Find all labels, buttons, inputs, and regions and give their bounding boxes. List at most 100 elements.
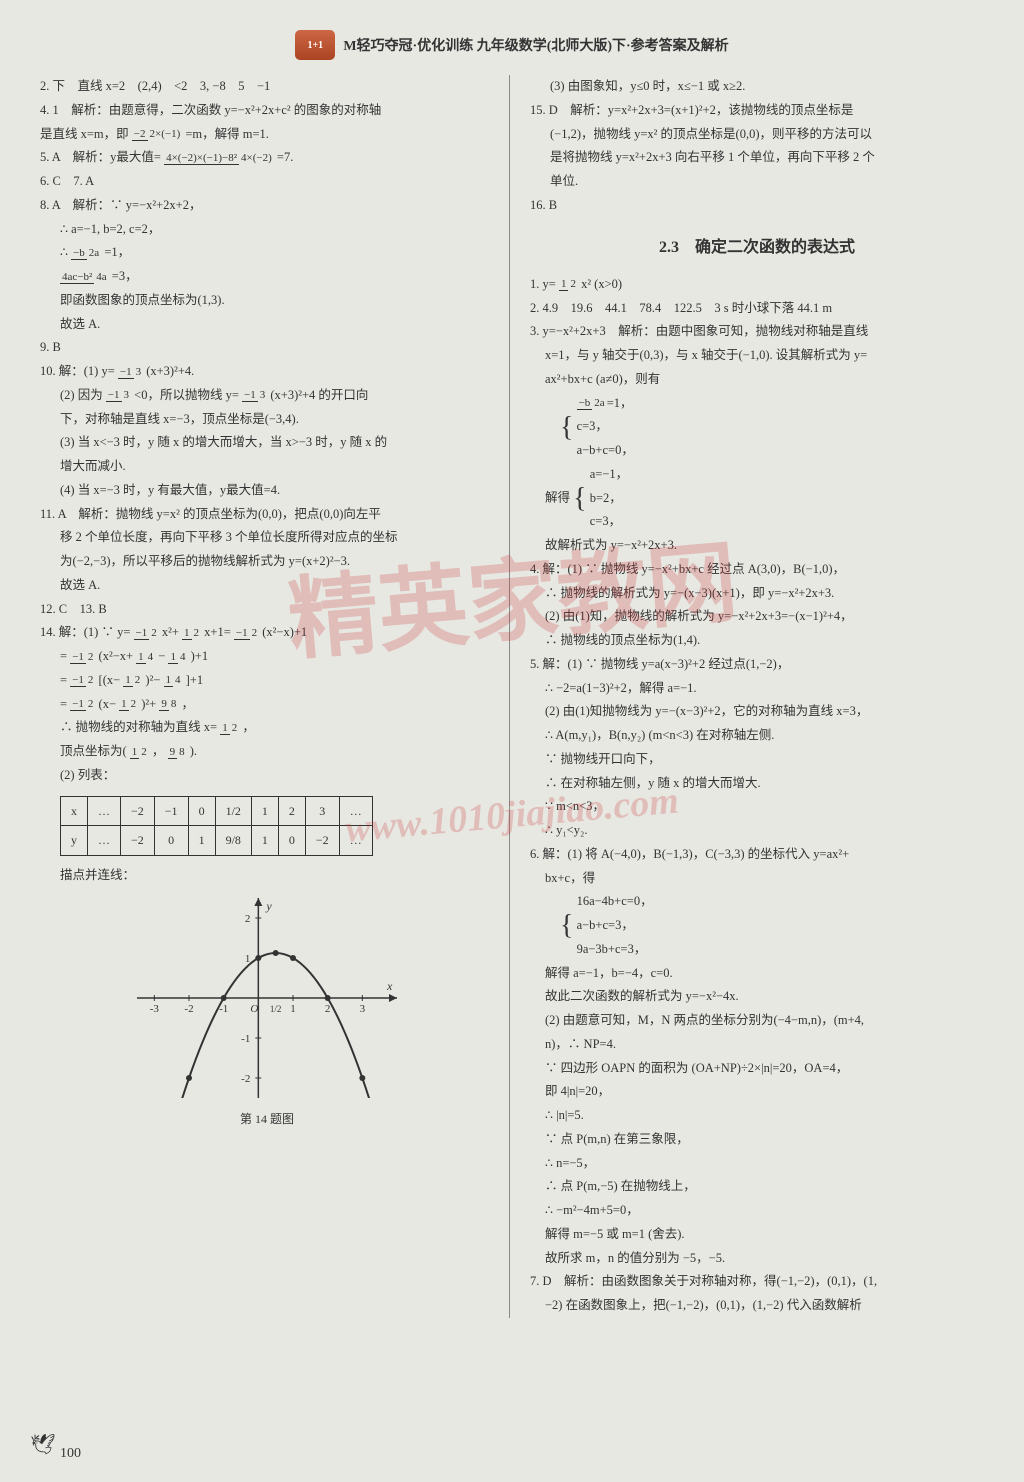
text-line: ∴ −b2a =1， bbox=[40, 241, 494, 265]
text-line: (2) 列表： bbox=[40, 764, 494, 788]
text-line: ∴ y₁<y₂. bbox=[530, 819, 984, 843]
text-line: (−1,2)，抛物线 y=x² 的顶点坐标是(0,0)，则平移的方法可以 bbox=[530, 123, 984, 147]
text-line: = −12 (x²−x+ 14 − 14 )+1 bbox=[40, 645, 494, 669]
text-line: −2) 在函数图象上，把(−1,−2)，(0,1)，(1,−2) 代入函数解析 bbox=[530, 1294, 984, 1318]
text-line: ax²+bx+c (a≠0)，则有 bbox=[530, 368, 984, 392]
text-line: 14. 解：(1) ∵ y= −12 x²+ 12 x+1= −12 (x²−x… bbox=[40, 621, 494, 645]
text-line: 解得 m=−5 或 m=1 (舍去). bbox=[530, 1223, 984, 1247]
text-line: (2) 由(1)知抛物线为 y=−(x−3)²+2，它的对称轴为直线 x=3， bbox=[530, 700, 984, 724]
text-line: 下，对称轴是直线 x=−3，顶点坐标是(−3,4). bbox=[40, 408, 494, 432]
text-line: 描点并连线： bbox=[40, 864, 494, 888]
text-line: (2) 由(1)知，抛物线的解析式为 y=−x²+2x+3=−(x−1)²+4， bbox=[530, 605, 984, 629]
chart-caption: 第 14 题图 bbox=[40, 1108, 494, 1131]
text-line: 1. y= 12 x² (x>0) bbox=[530, 273, 984, 297]
text-line: 故所求 m，n 的值分别为 −5，−5. bbox=[530, 1247, 984, 1271]
text-line: 3. y=−x²+2x+3 解析：由题中图象可知，抛物线对称轴是直线 bbox=[530, 320, 984, 344]
text-line: 12. C 13. B bbox=[40, 598, 494, 622]
text-line: (2) 因为 −13 <0，所以抛物线 y= −13 (x+3)²+4 的开口向 bbox=[40, 384, 494, 408]
text-line: 是将抛物线 y=x²+2x+3 向右平移 1 个单位，再向下平移 2 个 bbox=[530, 146, 984, 170]
text-line: 10. 解：(1) y= −13 (x+3)²+4. bbox=[40, 360, 494, 384]
text-line: 2. 4.9 19.6 44.1 78.4 122.5 3 s 时小球下落 44… bbox=[530, 297, 984, 321]
svg-text:-2: -2 bbox=[184, 1003, 193, 1015]
text-line: ∵ m<n<3， bbox=[530, 795, 984, 819]
text-line: 4ac−b²4a =3， bbox=[40, 265, 494, 289]
text-line: (3) 由图象知，y≤0 时，x≤−1 或 x≥2. bbox=[530, 75, 984, 99]
svg-text:1/2: 1/2 bbox=[270, 1004, 282, 1014]
text-line: ∴ 抛物线的解析式为 y=−(x−3)(x+1)，即 y=−x²+2x+3. bbox=[530, 582, 984, 606]
text-line: 故选 A. bbox=[40, 313, 494, 337]
page-number: 100 bbox=[60, 1446, 81, 1462]
text-line: { 16a−4b+c=0， a−b+c=3， 9a−3b+c=3， bbox=[530, 890, 984, 961]
text-line: 11. A 解析：抛物线 y=x² 的顶点坐标为(0,0)，把点(0,0)向左平 bbox=[40, 503, 494, 527]
section-title: 2.3 确定二次函数的表达式 bbox=[530, 233, 984, 263]
text-line: 8. A 解析：∵ y=−x²+2x+2， bbox=[40, 194, 494, 218]
text-line: x=1，与 y 轴交于(0,3)，与 x 轴交于(−1,0). 设其解析式为 y… bbox=[530, 344, 984, 368]
svg-text:-1: -1 bbox=[241, 1033, 250, 1045]
text-line: ∴ 点 P(m,−5) 在抛物线上， bbox=[530, 1175, 984, 1199]
svg-text:y: y bbox=[265, 899, 272, 913]
text-line: 2. 下 直线 x=2 (2,4) <2 3, −8 5 −1 bbox=[40, 75, 494, 99]
svg-text:x: x bbox=[386, 979, 393, 993]
text-line: 5. A 解析：y最大值= 4×(−2)×(−1)−8²4×(−2) =7. bbox=[40, 146, 494, 170]
svg-text:1: 1 bbox=[290, 1003, 296, 1015]
text-line: 7. D 解析：由函数图象关于对称轴对称，得(−1,−2)，(0,1)，(1, bbox=[530, 1270, 984, 1294]
text-line: ∴ |n|=5. bbox=[530, 1104, 984, 1128]
right-column: (3) 由图象知，y≤0 时，x≤−1 或 x≥2. 15. D 解析：y=x²… bbox=[530, 75, 984, 1318]
text-line: ∴ 在对称轴左侧，y 随 x 的增大而增大. bbox=[530, 772, 984, 796]
text-line: ∴ n=−5， bbox=[530, 1152, 984, 1176]
data-table: x…−2−101/2123… y…−2019/810−2… bbox=[60, 796, 373, 857]
text-line: (3) 当 x<−3 时，y 随 x 的增大而增大，当 x>−3 时，y 随 x… bbox=[40, 431, 494, 455]
text-line: = −12 [(x− 12 )²− 14 ]+1 bbox=[40, 669, 494, 693]
text-line: 是直线 x=m，即 −22×(−1) =m，解得 m=1. bbox=[40, 123, 494, 147]
text-line: (4) 当 x=−3 时，y 有最大值，y最大值=4. bbox=[40, 479, 494, 503]
text-line: 16. B bbox=[530, 194, 984, 218]
text-line: 6. C 7. A bbox=[40, 170, 494, 194]
text-line: n)，∴ NP=4. bbox=[530, 1033, 984, 1057]
text-line: 故解析式为 y=−x²+2x+3. bbox=[530, 534, 984, 558]
text-line: 单位. bbox=[530, 170, 984, 194]
text-line: 4. 解：(1) ∵ 抛物线 y=−x²+bx+c 经过点 A(3,0)，B(−… bbox=[530, 558, 984, 582]
text-line: ∴ a=−1, b=2, c=2， bbox=[40, 218, 494, 242]
text-line: 为(−2,−3)，所以平移后的抛物线解析式为 y=(x+2)²−3. bbox=[40, 550, 494, 574]
text-line: ∴ −2=a(1−3)²+2，解得 a=−1. bbox=[530, 677, 984, 701]
table-row: y…−2019/810−2… bbox=[61, 826, 373, 856]
text-line: 4. 1 解析：由题意得，二次函数 y=−x²+2x+c² 的图象的对称轴 bbox=[40, 99, 494, 123]
svg-text:3: 3 bbox=[360, 1003, 366, 1015]
text-line: { −b2a=1， c=3， a−b+c=0， bbox=[530, 392, 984, 463]
text-line: ∴ A(m,y₁)，B(n,y₂) (m<n<3) 在对称轴左侧. bbox=[530, 724, 984, 748]
text-line: ∴ −m²−4m+5=0， bbox=[530, 1199, 984, 1223]
header-title: M轻巧夺冠·优化训练 九年级数学(北师大版)下·参考答案及解析 bbox=[343, 35, 728, 55]
text-line: ∵ 点 P(m,n) 在第三象限， bbox=[530, 1128, 984, 1152]
svg-text:2: 2 bbox=[325, 1003, 331, 1015]
text-line: 5. 解：(1) ∵ 抛物线 y=a(x−3)²+2 经过点(1,−2)， bbox=[530, 653, 984, 677]
text-line: 解得 { a=−1， b=2， c=3， bbox=[530, 463, 984, 534]
text-line: 6. 解：(1) 将 A(−4,0)，B(−1,3)，C(−3,3) 的坐标代入… bbox=[530, 843, 984, 867]
text-line: 增大而减小. bbox=[40, 455, 494, 479]
chart-svg: -3-2-1123-2-112Oxy1/2 bbox=[137, 898, 397, 1098]
text-line: 移 2 个单位长度，再向下平移 3 个单位长度所得对应点的坐标 bbox=[40, 526, 494, 550]
text-line: 即函数图象的顶点坐标为(1,3). bbox=[40, 289, 494, 313]
svg-text:O: O bbox=[250, 1003, 258, 1015]
text-line: 9. B bbox=[40, 336, 494, 360]
text-line: 故选 A. bbox=[40, 574, 494, 598]
table-row: x…−2−101/2123… bbox=[61, 796, 373, 826]
text-line: 解得 a=−1，b=−4，c=0. bbox=[530, 962, 984, 986]
text-line: ∵ 抛物线开口向下， bbox=[530, 748, 984, 772]
text-line: 顶点坐标为( 12 ， 98 ). bbox=[40, 740, 494, 764]
text-line: = −12 (x− 12 )²+ 98 ， bbox=[40, 693, 494, 717]
text-line: ∵ 四边形 OAPN 的面积为 (OA+NP)÷2×|n|=20，OA=4， bbox=[530, 1057, 984, 1081]
text-line: 故此二次函数的解析式为 y=−x²−4x. bbox=[530, 985, 984, 1009]
svg-text:2: 2 bbox=[245, 913, 251, 925]
parabola-chart: -3-2-1123-2-112Oxy1/2 bbox=[137, 898, 397, 1098]
text-line: 即 4|n|=20， bbox=[530, 1080, 984, 1104]
svg-text:-3: -3 bbox=[150, 1003, 160, 1015]
bird-icon: 🕊 bbox=[30, 1432, 55, 1457]
left-column: 2. 下 直线 x=2 (2,4) <2 3, −8 5 −1 4. 1 解析：… bbox=[40, 75, 510, 1318]
text-line: bx+c，得 bbox=[530, 867, 984, 891]
text-line: 15. D 解析：y=x²+2x+3=(x+1)²+2，该抛物线的顶点坐标是 bbox=[530, 99, 984, 123]
content-columns: 2. 下 直线 x=2 (2,4) <2 3, −8 5 −1 4. 1 解析：… bbox=[40, 75, 984, 1318]
svg-text:-2: -2 bbox=[241, 1073, 250, 1085]
header-badge: 1+1 bbox=[295, 30, 335, 60]
text-line: (2) 由题意可知，M，N 两点的坐标分别为(−4−m,n)，(m+4, bbox=[530, 1009, 984, 1033]
page-header: 1+1 M轻巧夺冠·优化训练 九年级数学(北师大版)下·参考答案及解析 bbox=[40, 30, 984, 60]
